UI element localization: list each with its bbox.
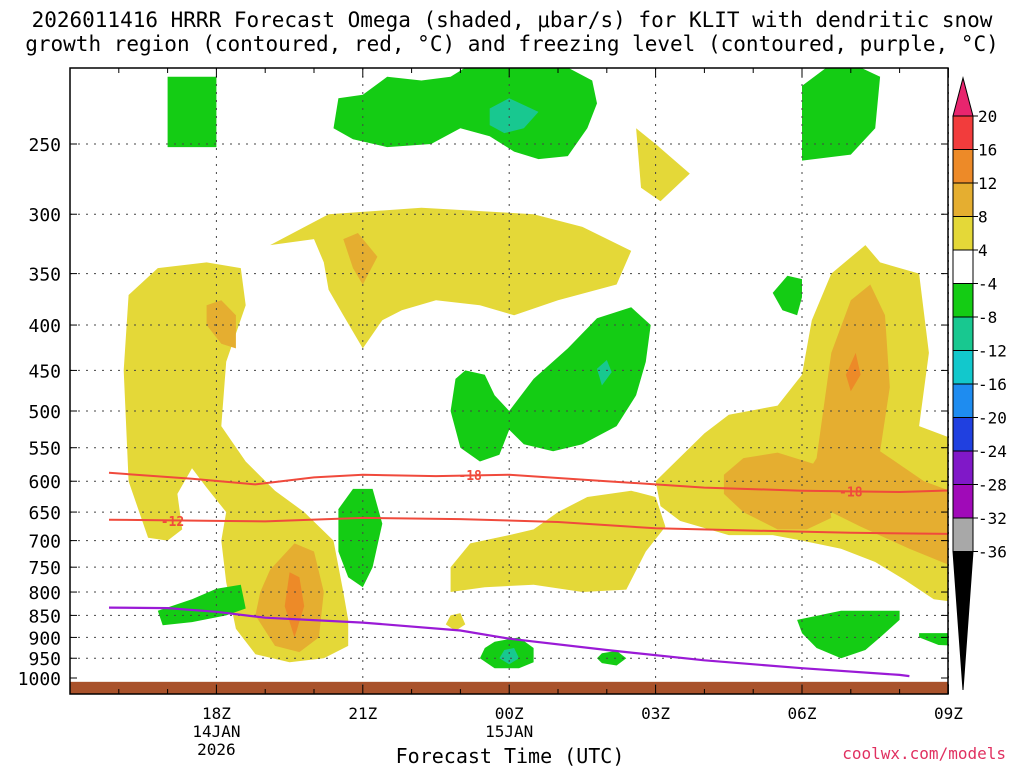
- colorbar-label-2: 12: [978, 174, 997, 193]
- omega-region-13: [167, 76, 217, 148]
- y-tick-label-400: 400: [28, 316, 61, 337]
- omega-region-16: [802, 68, 881, 161]
- colorbar-label-8: -16: [978, 375, 1007, 394]
- y-tick-label-300: 300: [28, 205, 61, 226]
- omega-region-7: [450, 490, 666, 592]
- colorbar: 20 16 12 8 4 -4 -8 -12 -16 -20 -24 -28 -32 -36: [952, 76, 1007, 691]
- x-tick-label-06Z: 06Z: [788, 704, 817, 723]
- omega-region-26: [597, 650, 627, 666]
- omega-region-25: [499, 648, 519, 665]
- freezing-level-line: [108, 606, 910, 678]
- x-tick-year-18Z: 2026: [197, 740, 236, 759]
- colorbar-label-4: 4: [978, 241, 988, 260]
- colorbar-band-5: [952, 249, 974, 284]
- colorbar-band-1: [952, 115, 974, 150]
- omega-region-23: [919, 633, 948, 646]
- contour-lines: [108, 471, 948, 678]
- dgz-contour--12: [108, 516, 948, 535]
- omega-region-19: [597, 360, 612, 386]
- omega-region-15: [489, 98, 539, 134]
- omega-shading: [70, 68, 948, 694]
- omega-region-11: [802, 284, 948, 565]
- y-tick-label-800: 800: [28, 583, 61, 604]
- colorbar-label-13: -36: [978, 543, 1007, 562]
- dgz-label-2: -12: [161, 515, 184, 530]
- x-axis-title: Forecast Time (UTC): [395, 744, 625, 768]
- omega-region-3: [284, 572, 305, 638]
- colorbar-label-11: -28: [978, 476, 1007, 495]
- colorbar-label-12: -32: [978, 509, 1007, 528]
- colorbar-band-7: [952, 316, 974, 351]
- colorbar-band-4: [952, 216, 974, 251]
- x-tick-label-18Z: 18Z: [202, 704, 231, 723]
- colorbar-band-11: [952, 450, 974, 485]
- y-tick-label-450: 450: [28, 361, 61, 382]
- colorbar-band-6: [952, 283, 974, 318]
- omega-region-5: [343, 233, 378, 285]
- y-tick-label-250: 250: [28, 135, 61, 156]
- colorbar-band-9: [952, 383, 974, 418]
- colorbar-label-9: -20: [978, 409, 1007, 428]
- colorbar-label-1: 16: [978, 141, 997, 160]
- y-tick-label-750: 750: [28, 558, 61, 579]
- omega-region-10: [723, 452, 832, 530]
- chart-title-line1: 2026011416 HRRR Forecast Omega (shaded, …: [31, 8, 993, 32]
- y-tick-label-650: 650: [28, 503, 61, 524]
- dgz-label-0: -18: [458, 469, 482, 484]
- y-tick-label-550: 550: [28, 439, 61, 460]
- contour-labels: -18 -18 -12: [161, 469, 863, 530]
- dgz-label-1: -18: [839, 485, 863, 500]
- colorbar-band-12: [952, 484, 974, 519]
- y-tick-label-600: 600: [28, 472, 61, 493]
- colorbar-top-arrow: [952, 76, 974, 117]
- omega-region-14: [333, 68, 597, 160]
- colorbar-label-7: -12: [978, 342, 1007, 361]
- y-tick-label-1000: 1000: [18, 669, 61, 690]
- colorbar-label-3: 8: [978, 208, 988, 227]
- y-tick-label-850: 850: [28, 606, 61, 627]
- colorbar-label-5: -4: [978, 275, 997, 294]
- y-axis: 2503003504004505005506006507007508008509…: [18, 135, 948, 690]
- omega-region-8: [445, 613, 466, 631]
- colorbar-label-6: -8: [978, 308, 997, 327]
- x-tick-label-00Z: 00Z: [495, 704, 524, 723]
- credit-text: coolwx.com/models: [842, 744, 1006, 763]
- colorbar-band-3: [952, 182, 974, 217]
- omega-region-17: [772, 275, 802, 316]
- y-tick-label-350: 350: [28, 265, 61, 286]
- colorbar-band-10: [952, 417, 974, 452]
- colorbar-label-0: 20: [978, 107, 997, 126]
- dgz-contour--18: [108, 471, 948, 494]
- colorbar-band-2: [952, 149, 974, 184]
- y-tick-label-500: 500: [28, 402, 61, 423]
- omega-region-1: [206, 300, 236, 349]
- x-tick-date-00Z: 15JAN: [485, 722, 533, 741]
- x-tick-date-18Z: 14JAN: [192, 722, 240, 741]
- omega-region-4: [270, 207, 632, 349]
- y-tick-label-950: 950: [28, 649, 61, 670]
- y-tick-label-900: 900: [28, 628, 61, 649]
- omega-region-20: [338, 488, 383, 588]
- omega-region-6: [636, 128, 690, 202]
- colorbar-label-10: -24: [978, 442, 1007, 461]
- colorbar-band-13: [952, 517, 974, 552]
- chart-title-line2: growth region (contoured, red, °C) and f…: [25, 32, 999, 56]
- x-tick-label-09Z: 09Z: [934, 704, 963, 723]
- omega-region-18: [450, 307, 651, 462]
- x-tick-label-03Z: 03Z: [641, 704, 670, 723]
- omega-region-12: [845, 352, 861, 392]
- omega-region-21: [157, 584, 246, 626]
- omega-region-22: [797, 610, 900, 659]
- colorbar-band-8: [952, 350, 974, 385]
- colorbar-bottom-arrow: [952, 551, 974, 691]
- x-tick-label-21Z: 21Z: [348, 704, 377, 723]
- y-tick-label-700: 700: [28, 532, 61, 553]
